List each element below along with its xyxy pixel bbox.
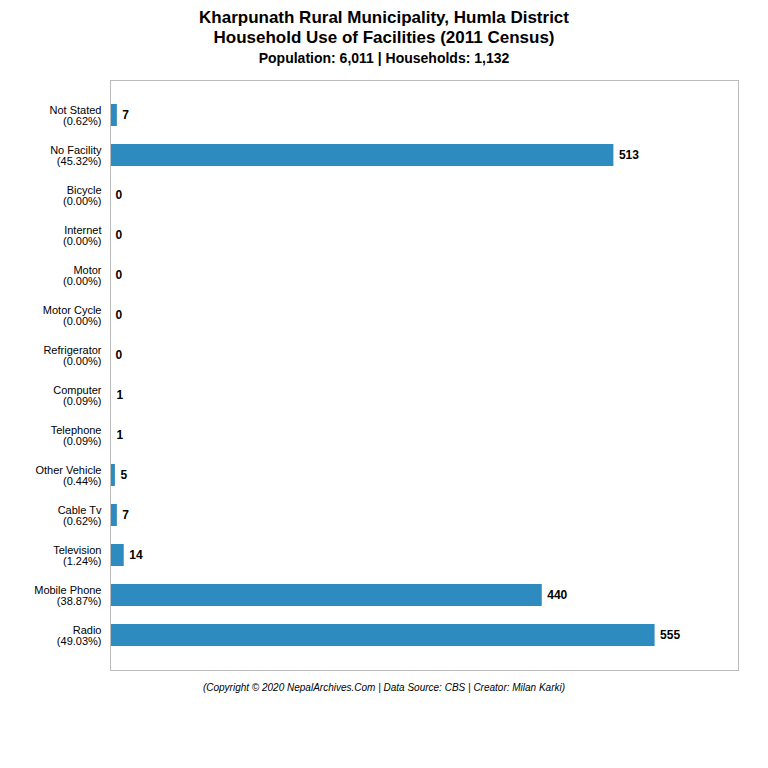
svg-text:Not Stated(0.62%): Not Stated(0.62%): [50, 104, 102, 127]
svg-text:Cable Tv(0.62%): Cable Tv(0.62%): [58, 504, 102, 527]
svg-text:1: 1: [116, 428, 123, 442]
html-text:Population: 6,011 | Households: Population: 6,011 | Households: 1,132: [258, 50, 510, 66]
svg-text:0: 0: [116, 188, 123, 202]
svg-text:Radio(49.03%): Radio(49.03%): [57, 624, 102, 647]
svg-text:Motor(0.00%): Motor(0.00%): [63, 264, 102, 287]
svg-text:0: 0: [116, 308, 123, 322]
svg-text:440: 440: [547, 588, 567, 602]
svg-text:Internet(0.00%): Internet(0.00%): [63, 224, 102, 247]
svg-text:Telephone(0.09%): Telephone(0.09%): [51, 424, 102, 447]
svg-text:Other Vehicle(0.44%): Other Vehicle(0.44%): [35, 464, 101, 487]
svg-text:1: 1: [116, 388, 123, 402]
html-text:(Copyright © 2020 NepalArchive: (Copyright © 2020 NepalArchives.Com | Da…: [202, 682, 566, 693]
svg-text:5: 5: [120, 468, 127, 482]
svg-text:Computer(0.09%): Computer(0.09%): [53, 384, 102, 407]
svg-text:Motor Cycle(0.00%): Motor Cycle(0.00%): [43, 304, 102, 327]
svg-text:14: 14: [129, 548, 143, 562]
svg-text:555: 555: [660, 628, 680, 642]
svg-text:Refrigerator(0.00%): Refrigerator(0.00%): [43, 344, 101, 367]
svg-text:7: 7: [122, 508, 129, 522]
svg-text:Television(1.24%): Television(1.24%): [53, 544, 101, 567]
svg-text:513: 513: [619, 148, 639, 162]
svg-text:0: 0: [116, 228, 123, 242]
svg-text:0: 0: [116, 348, 123, 362]
svg-text:No Facility(45.32%): No Facility(45.32%): [50, 144, 102, 167]
svg-text:Mobile Phone(38.87%): Mobile Phone(38.87%): [34, 584, 101, 607]
svg-text:0: 0: [116, 268, 123, 282]
svg-text:7: 7: [122, 108, 129, 122]
html-text:Kharpunath Rural Municipality,: Kharpunath Rural Municipality, Humla Dis…: [199, 8, 569, 47]
svg-text:Bicycle(0.00%): Bicycle(0.00%): [63, 184, 102, 207]
